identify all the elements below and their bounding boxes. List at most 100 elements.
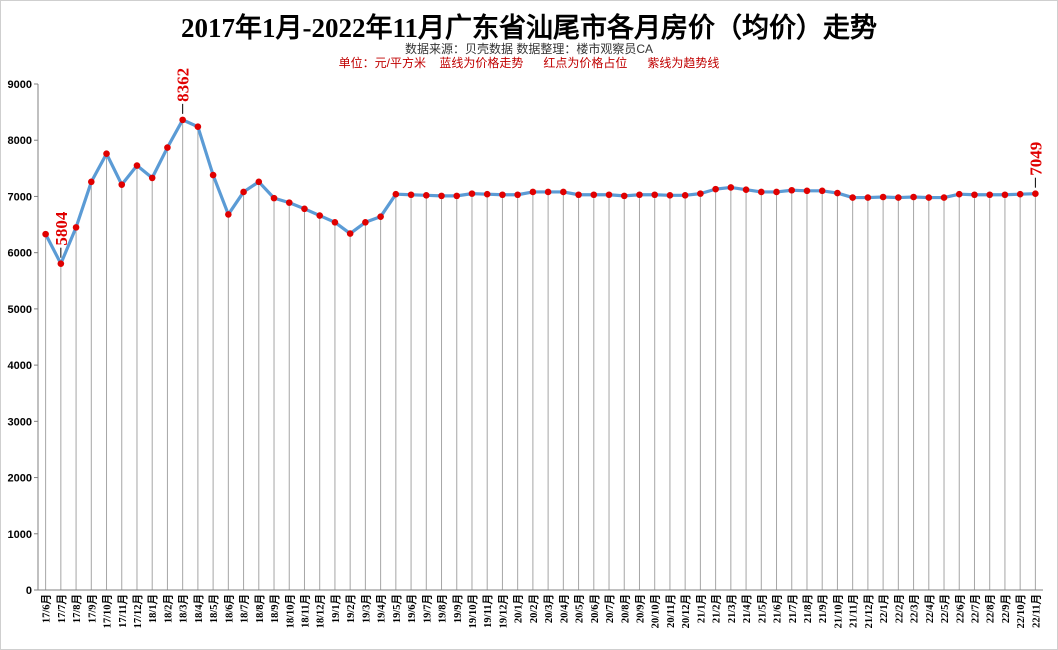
x-tick-label: 17/11月: [117, 594, 129, 628]
data-point: [544, 188, 552, 196]
x-tick-label: 19/1月: [330, 594, 342, 623]
x-tick-label: 22/6月: [954, 594, 966, 623]
data-point: [788, 186, 796, 194]
data-point: [712, 185, 719, 193]
x-tick-label: 18/2月: [162, 594, 174, 623]
data-point: [651, 191, 659, 199]
x-tick-label: 20/5月: [574, 594, 586, 623]
x-tick-label: 18/4月: [193, 594, 205, 623]
x-tick-label: 20/11月: [665, 594, 677, 628]
data-point: [72, 224, 80, 231]
data-point: [575, 191, 582, 199]
data-point: [270, 194, 278, 202]
data-point: [910, 193, 917, 201]
data-point: [1032, 190, 1039, 197]
data-point: [1016, 190, 1024, 198]
x-tick-label: 22/8月: [985, 594, 997, 623]
x-tick-label: 21/8月: [802, 594, 814, 623]
x-tick-label: 22/4月: [924, 594, 936, 623]
x-tick-label: 21/11月: [848, 594, 860, 628]
x-tick-label: 21/4月: [741, 594, 753, 623]
x-tick-label: 20/6月: [589, 594, 601, 623]
data-point: [285, 199, 293, 206]
x-tick-label: 21/10月: [832, 594, 844, 628]
x-tick-label: 20/12月: [680, 594, 692, 628]
y-tick-label: 1000: [8, 529, 32, 541]
x-tick-label: 20/8月: [619, 594, 631, 623]
x-tick-label: 22/2月: [893, 594, 905, 623]
data-point: [590, 191, 598, 199]
x-tick-label: 20/2月: [528, 594, 540, 623]
x-tick-label: 22/5月: [939, 594, 951, 623]
data-point: [940, 194, 948, 201]
data-point: [483, 190, 491, 198]
data-point: [636, 191, 643, 199]
x-tick-label: 21/9月: [817, 594, 829, 623]
data-point: [499, 191, 506, 199]
x-tick-label: 19/8月: [437, 594, 449, 623]
x-tick-label: 18/7月: [239, 594, 251, 623]
data-point: [422, 192, 430, 199]
x-tick-label: 22/3月: [909, 594, 921, 623]
data-point: [407, 191, 415, 199]
data-point: [879, 193, 887, 201]
y-tick-label: 7000: [8, 191, 32, 203]
x-tick-label: 21/6月: [772, 594, 784, 623]
data-point: [209, 171, 217, 179]
x-tick-label: 18/12月: [315, 594, 327, 628]
chart-title: 2017年1月-2022年11月广东省汕尾市各月房价（均价）走势: [180, 13, 877, 43]
x-tick-label: 19/4月: [376, 594, 388, 623]
data-point: [1001, 191, 1009, 199]
data-point: [301, 205, 308, 213]
x-tick-label: 22/1月: [878, 594, 890, 623]
data-point: [803, 187, 811, 195]
data-point: [118, 181, 126, 188]
data-point: [986, 191, 994, 199]
data-point: [438, 192, 445, 200]
x-tick-label: 21/1月: [695, 594, 707, 623]
x-tick-label: 19/5月: [391, 594, 403, 623]
x-tick-label: 17/8月: [71, 594, 83, 623]
data-point: [818, 187, 826, 195]
x-tick-label: 18/11月: [299, 594, 311, 628]
legend-line: 单位：元/平方米 蓝线为价格走势 红点为价格占位 紫线为趋势线: [338, 56, 720, 70]
data-point: [727, 184, 735, 191]
x-tick-label: 22/10月: [1015, 594, 1027, 628]
data-point: [681, 192, 689, 199]
data-point: [240, 188, 247, 196]
x-tick-label: 20/1月: [513, 594, 525, 623]
data-point: [225, 211, 232, 218]
x-tick-label: 17/9月: [86, 594, 98, 623]
x-tick-label: 19/3月: [360, 594, 372, 623]
x-tick-label: 19/12月: [497, 594, 509, 628]
data-point: [87, 178, 95, 186]
data-point: [895, 194, 902, 201]
x-tick-label: 20/4月: [558, 594, 570, 623]
y-tick-label: 9000: [8, 79, 32, 91]
data-point: [620, 192, 628, 200]
y-tick-label: 6000: [8, 248, 32, 260]
data-point: [453, 192, 461, 200]
data-point: [834, 189, 841, 197]
data-point: [164, 144, 171, 151]
x-tick-label: 20/10月: [650, 594, 662, 628]
x-tick-label: 17/10月: [102, 594, 114, 628]
data-point: [773, 188, 780, 196]
data-point: [560, 188, 567, 196]
data-point: [377, 213, 384, 220]
data-point: [133, 162, 141, 169]
data-point: [392, 190, 400, 198]
y-tick-label: 2000: [8, 473, 32, 485]
data-point: [757, 188, 765, 196]
source-line: 数据来源：贝壳数据 数据整理：楼市观察员CA: [404, 42, 653, 56]
data-point: [331, 219, 339, 226]
data-point: [697, 190, 704, 197]
y-tick-label: 0: [26, 585, 32, 597]
x-tick-label: 18/5月: [208, 594, 220, 623]
data-point: [529, 188, 537, 196]
x-tick-label: 19/10月: [467, 594, 479, 628]
x-tick-label: 19/11月: [482, 594, 494, 628]
data-label: 7049: [1026, 142, 1045, 176]
x-tick-label: 19/9月: [452, 594, 464, 623]
